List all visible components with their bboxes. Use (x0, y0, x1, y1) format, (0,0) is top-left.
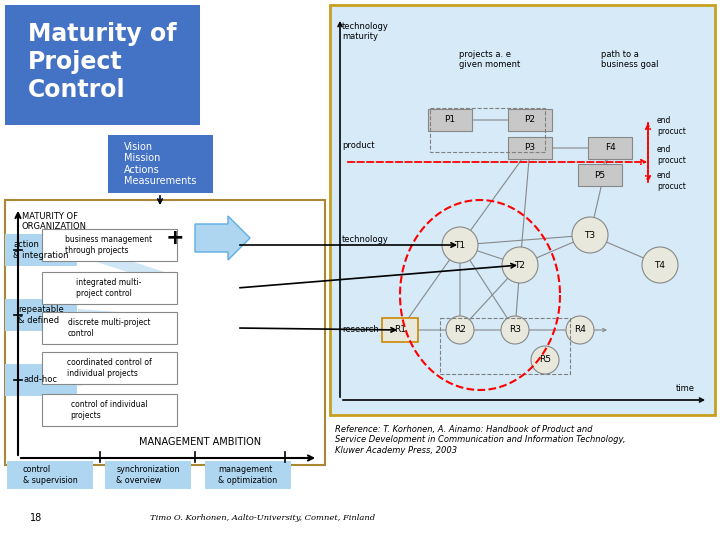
Text: Maturity of
Project
Control: Maturity of Project Control (27, 22, 176, 102)
Text: add-hoc: add-hoc (24, 375, 58, 384)
Text: P3: P3 (524, 144, 536, 152)
Text: action
& integration: action & integration (13, 240, 68, 260)
Bar (105, 461, 191, 489)
Bar (42, 272, 177, 304)
Bar (430, 108, 545, 152)
Circle shape (502, 247, 538, 283)
Polygon shape (195, 216, 250, 260)
Text: P1: P1 (444, 116, 456, 125)
Circle shape (572, 217, 608, 253)
Bar (42, 394, 177, 426)
Bar (42, 312, 177, 344)
Bar (5, 234, 77, 266)
Bar (42, 352, 177, 384)
Bar (108, 135, 213, 193)
Circle shape (531, 346, 559, 374)
Bar (508, 109, 552, 131)
Text: integrated multi-
project control: integrated multi- project control (76, 278, 142, 298)
Polygon shape (78, 309, 177, 328)
Text: control
& supervision: control & supervision (22, 465, 77, 485)
Text: +: + (166, 228, 184, 248)
Text: R2: R2 (454, 326, 466, 334)
Text: end
procuct: end procuct (657, 171, 686, 191)
Text: MANAGEMENT AMBITION: MANAGEMENT AMBITION (139, 437, 261, 447)
Polygon shape (78, 244, 177, 288)
Text: control of individual
projects: control of individual projects (71, 400, 148, 420)
Bar (7, 461, 93, 489)
Text: repeatable
& defined: repeatable & defined (18, 305, 64, 325)
Text: R4: R4 (574, 326, 586, 334)
Text: product: product (342, 140, 374, 150)
Bar (330, 5, 715, 415)
Circle shape (566, 316, 594, 344)
Text: business management
through projects: business management through projects (66, 235, 153, 255)
Bar (5, 299, 77, 331)
Text: T2: T2 (515, 260, 526, 269)
Bar (5, 5, 200, 125)
Text: T1: T1 (454, 240, 466, 249)
Bar (428, 109, 472, 131)
Text: time: time (676, 384, 695, 393)
Text: T4: T4 (654, 260, 665, 269)
Bar (508, 137, 552, 159)
Text: 18: 18 (30, 513, 42, 523)
Text: MATURITY OF
ORGANIZATION: MATURITY OF ORGANIZATION (22, 212, 87, 232)
Text: research: research (342, 326, 379, 334)
Text: discrete multi-project
control: discrete multi-project control (68, 318, 150, 338)
Circle shape (446, 316, 474, 344)
Bar (440, 318, 570, 374)
Bar (5, 364, 77, 396)
Text: technology: technology (342, 235, 389, 245)
Text: management
& optimization: management & optimization (218, 465, 278, 485)
Bar (5, 200, 325, 465)
Polygon shape (78, 356, 177, 386)
Text: end
procuct: end procuct (657, 116, 686, 136)
Text: R3: R3 (509, 326, 521, 334)
Text: R1: R1 (394, 326, 406, 334)
Text: F4: F4 (605, 144, 616, 152)
Text: projects a. e
given moment: projects a. e given moment (459, 50, 521, 70)
Text: end
procuct: end procuct (657, 145, 686, 165)
Text: path to a
business goal: path to a business goal (601, 50, 659, 70)
Text: Timo O. Korhonen, Aalto-University, Comnet, Finland: Timo O. Korhonen, Aalto-University, Comn… (150, 514, 375, 522)
Bar (588, 137, 632, 159)
Bar (205, 461, 291, 489)
Text: synchronization
& overview: synchronization & overview (116, 465, 180, 485)
Bar (382, 318, 418, 342)
Circle shape (442, 227, 478, 263)
Bar (578, 164, 622, 186)
Text: technology
maturity: technology maturity (342, 22, 389, 42)
Bar (42, 229, 177, 261)
Text: P5: P5 (595, 171, 606, 179)
Circle shape (501, 316, 529, 344)
Text: Vision
Mission
Actions
Measurements: Vision Mission Actions Measurements (124, 141, 196, 186)
Text: P2: P2 (524, 116, 536, 125)
Text: T3: T3 (585, 231, 595, 240)
Text: R5: R5 (539, 355, 551, 364)
Circle shape (642, 247, 678, 283)
Text: Reference: T. Korhonen, A. Ainamo: Handbook of Product and
Service Development i: Reference: T. Korhonen, A. Ainamo: Handb… (335, 425, 626, 455)
Text: coordinated control of
individual projects: coordinated control of individual projec… (67, 359, 151, 377)
